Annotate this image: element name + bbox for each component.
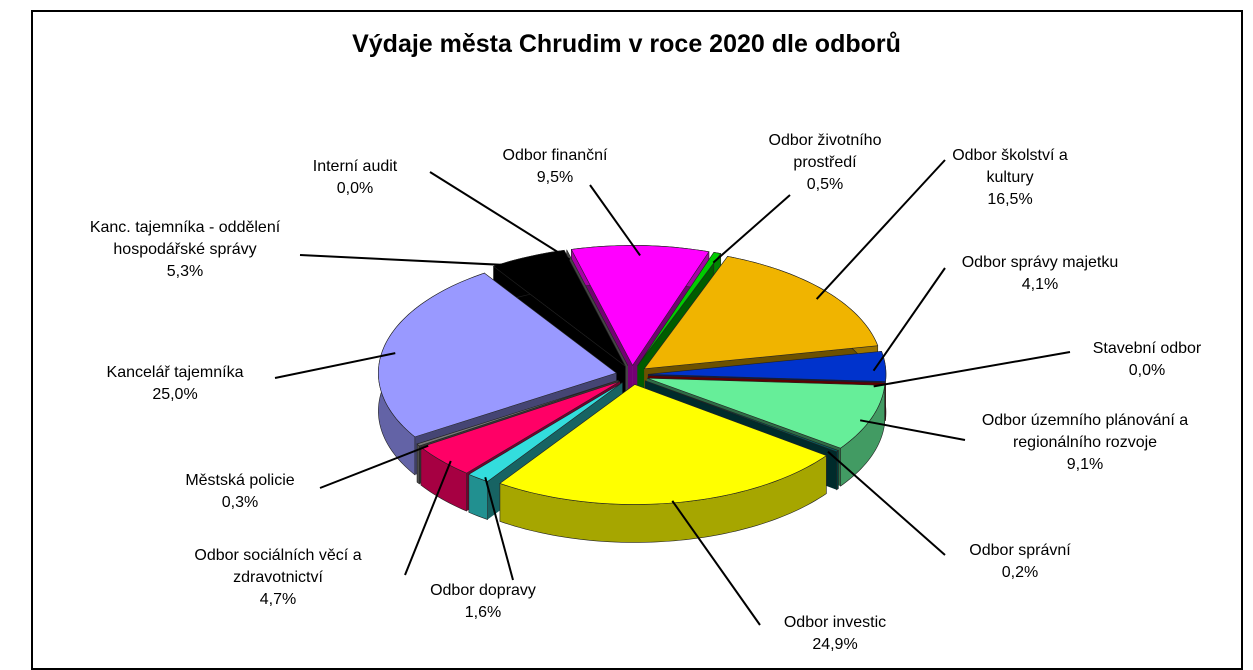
leader-line bbox=[873, 351, 1071, 388]
slice-top bbox=[566, 249, 629, 366]
slice-name: Stavební odbor bbox=[1092, 340, 1202, 357]
slice-value-label: 0,2% bbox=[1001, 564, 1039, 581]
slice-name: Kanc. tajemníka - oddělení hospodářské s… bbox=[89, 219, 281, 258]
leader-line bbox=[274, 352, 396, 379]
slice-name: Odbor územního plánování a regionálního … bbox=[981, 412, 1189, 451]
slice-value-label: 0,0% bbox=[1128, 362, 1166, 379]
slice-top bbox=[647, 375, 886, 384]
slice-value-label: 1,6% bbox=[464, 604, 502, 621]
leader-line bbox=[429, 171, 571, 261]
slice-label: Odbor sociálních věcí a zdravotnictví 4,7… bbox=[153, 545, 403, 611]
slice-label: Odbor správy majetku 4,1% bbox=[935, 252, 1145, 296]
leader-line bbox=[872, 267, 946, 372]
slice-value-label: 24,9% bbox=[812, 636, 858, 653]
slice-name: Kancelář tajemníka bbox=[106, 364, 244, 381]
slice-label: Interní audit 0,0% bbox=[290, 156, 420, 200]
slice-name: Odbor dopravy bbox=[430, 582, 536, 599]
slice-top bbox=[416, 379, 619, 447]
slice-name: Odbor správní bbox=[969, 542, 1071, 559]
leader-line bbox=[815, 159, 946, 300]
slice-value-label: 25,0% bbox=[152, 386, 198, 403]
slice-label: Odbor územního plánování a regionálního … bbox=[965, 410, 1205, 476]
slice-label: Odbor finanční 9,5% bbox=[470, 145, 640, 189]
slice-name: Odbor investic bbox=[783, 614, 887, 631]
slice-label: Kancelář tajemníka 25,0% bbox=[70, 362, 280, 406]
slice-label: Městská policie 0,3% bbox=[155, 470, 325, 514]
leader-line bbox=[859, 419, 966, 441]
slice-value-label: 0,3% bbox=[221, 494, 259, 511]
leader-line bbox=[712, 194, 791, 264]
slice-label: Odbor životního prostředí 0,5% bbox=[740, 130, 910, 196]
slice-top bbox=[420, 381, 621, 474]
slice-label: Kanc. tajemníka - oddělení hospodářské s… bbox=[65, 217, 305, 283]
slice-name: Odbor životního prostředí bbox=[768, 132, 882, 171]
slice-label: Odbor investic 24,9% bbox=[750, 612, 920, 656]
leader-line bbox=[319, 444, 429, 489]
leader-line bbox=[404, 460, 452, 576]
slice bbox=[499, 384, 828, 543]
slice-top bbox=[468, 382, 623, 482]
slice-value-label: 4,1% bbox=[1021, 276, 1059, 293]
leader-line bbox=[827, 450, 946, 556]
slice-label: Odbor správní 0,2% bbox=[945, 540, 1095, 584]
slice-value-label: 4,7% bbox=[259, 591, 297, 608]
slice-rim bbox=[468, 473, 488, 520]
slice-name: Odbor správy majetku bbox=[961, 254, 1119, 271]
slice-top bbox=[643, 256, 879, 370]
slice-label: Odbor školství a kultury 16,5% bbox=[935, 145, 1085, 211]
slice-name: Interní audit bbox=[312, 158, 398, 175]
slice-top bbox=[637, 251, 722, 367]
chart-title: Výdaje města Chrudim v roce 2020 dle odb… bbox=[352, 30, 901, 58]
slice-value-label: 0,5% bbox=[806, 176, 844, 193]
slice-value-label: 9,1% bbox=[1066, 456, 1104, 473]
slice-top bbox=[570, 245, 710, 366]
leader-line bbox=[299, 254, 533, 268]
slice-label: Odbor dopravy 1,6% bbox=[398, 580, 568, 624]
slice-name: Odbor školství a kultury bbox=[952, 147, 1068, 186]
slice-name: Městská policie bbox=[185, 472, 295, 489]
slice-rim bbox=[836, 449, 839, 491]
slice-top bbox=[644, 380, 840, 453]
slice-name: Odbor finanční bbox=[502, 147, 608, 164]
slice-name: Odbor sociálních věcí a zdravotnictví bbox=[194, 547, 362, 586]
slice-top bbox=[646, 377, 885, 449]
slice-top bbox=[378, 272, 617, 438]
slice-value-label: 9,5% bbox=[536, 169, 574, 186]
slice-label: Stavební odbor 0,0% bbox=[1072, 338, 1222, 382]
slice-top bbox=[647, 350, 887, 382]
leader-line bbox=[671, 500, 761, 626]
leader-line bbox=[589, 184, 641, 257]
slice-value-label: 0,0% bbox=[336, 180, 374, 197]
leader-line bbox=[484, 477, 514, 581]
slice-value-label: 16,5% bbox=[987, 191, 1033, 208]
slice-value-label: 5,3% bbox=[166, 263, 204, 280]
